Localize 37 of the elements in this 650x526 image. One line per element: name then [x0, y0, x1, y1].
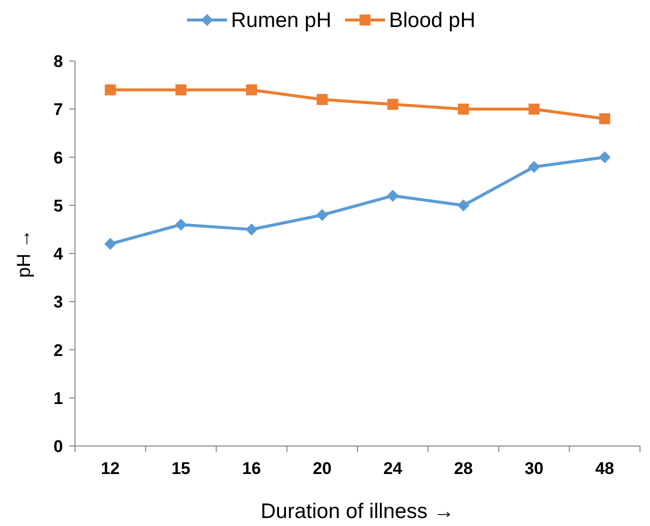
point [316, 209, 328, 221]
point [599, 113, 610, 124]
point [246, 223, 258, 236]
legend-label: Rumen pH [231, 9, 332, 32]
point [104, 84, 116, 96]
x-tick-label: 28 [454, 459, 473, 478]
x-tick-label: 16 [242, 459, 262, 478]
x-tick-label: 30 [524, 459, 544, 478]
point [387, 98, 398, 110]
point [104, 238, 116, 250]
x-tick-label: 15 [171, 459, 190, 478]
y-tick-label: 2 [54, 340, 63, 360]
x-tick-label: 20 [312, 459, 332, 478]
point [316, 94, 328, 105]
y-tick-label: 3 [54, 292, 63, 312]
y-tick-label: 8 [54, 52, 63, 71]
point [457, 199, 470, 212]
point [458, 104, 469, 115]
point [528, 160, 540, 173]
y-tick-label: 4 [54, 244, 64, 264]
y-tick-label: 7 [54, 100, 63, 120]
point [175, 84, 186, 96]
y-tick-label: 0 [54, 437, 63, 456]
point [598, 151, 611, 164]
x-axis-title: Duration of illness → [260, 500, 454, 523]
point [386, 190, 399, 202]
y-tick-label: 5 [54, 196, 63, 216]
y-axis-title: pH → [14, 229, 35, 278]
point [246, 84, 258, 96]
x-tick-label: 48 [595, 459, 614, 478]
x-tick-label: 24 [383, 459, 403, 478]
point [174, 218, 187, 231]
y-tick-label: 6 [54, 148, 63, 168]
y-tick-label: 1 [54, 388, 63, 408]
x-tick-label: 12 [100, 459, 120, 478]
legend-label: Blood pH [389, 9, 476, 32]
point [528, 104, 540, 115]
